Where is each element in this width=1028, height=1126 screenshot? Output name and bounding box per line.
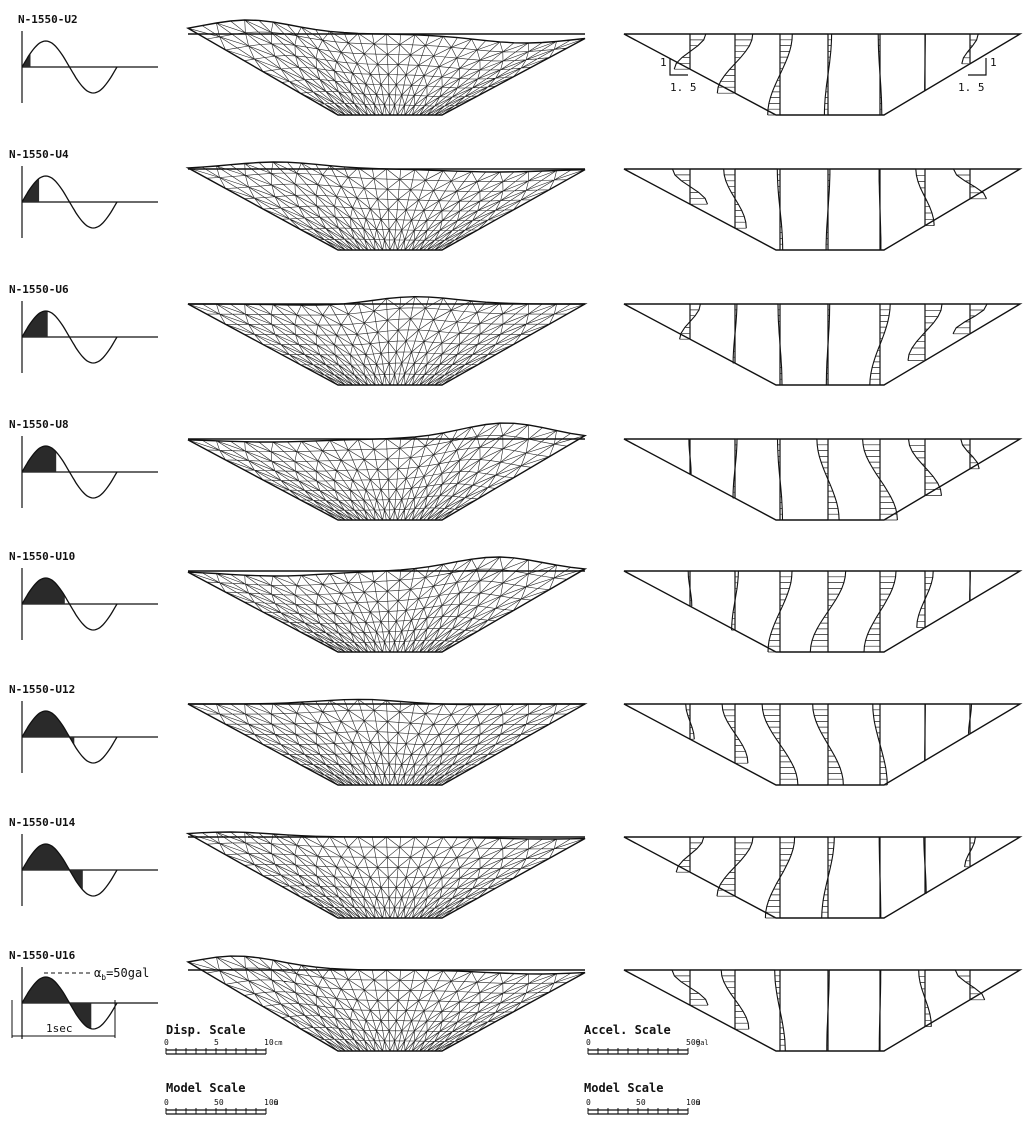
scale-tick-label: 100 bbox=[686, 1098, 701, 1107]
deformed-mesh bbox=[187, 556, 588, 653]
scale-tick-label: 10 bbox=[264, 1038, 274, 1047]
row-label: N-1550-U16 bbox=[9, 949, 76, 962]
scale-unit: m bbox=[696, 1099, 700, 1107]
row: N-1550-U4 bbox=[9, 148, 1023, 251]
acceleration-distribution bbox=[623, 303, 1023, 386]
input-wave bbox=[21, 166, 158, 238]
acceleration-distribution bbox=[623, 570, 1023, 653]
deformed-mesh bbox=[187, 422, 588, 521]
row: N-1550-U6 bbox=[9, 283, 1023, 386]
row: N-1550-U14 bbox=[9, 816, 1023, 919]
rows-layer: N-1550-U2 N-1550-U4 N-1550-U6 N-1550-U8 N-15… bbox=[9, 13, 1023, 1052]
scale-tick-label: 100 bbox=[264, 1098, 279, 1107]
scale-tick-label: 50 bbox=[636, 1098, 646, 1107]
scale-tick-label: 500 bbox=[686, 1038, 701, 1047]
deformed-mesh bbox=[187, 698, 588, 786]
scale-unit: gal bbox=[696, 1039, 709, 1047]
row-label: N-1550-U14 bbox=[9, 816, 76, 829]
deformed-mesh bbox=[186, 19, 586, 116]
row: N-1550-U8 bbox=[9, 418, 1023, 521]
scale-unit: m bbox=[274, 1099, 278, 1107]
scale-tick-label: 0 bbox=[586, 1098, 591, 1107]
duration-label: 1sec bbox=[46, 1022, 73, 1035]
row: N-1550-U12 bbox=[9, 683, 1023, 786]
deformed-mesh bbox=[187, 295, 588, 386]
input-wave bbox=[21, 967, 158, 1039]
disp-scale-title: Disp. Scale bbox=[166, 1023, 245, 1037]
scale-tick-label: 5 bbox=[214, 1038, 219, 1047]
amplitude-symbol: αb=50gal bbox=[94, 966, 149, 982]
input-wave bbox=[21, 568, 158, 640]
disp-model-scale-title: Model Scale bbox=[166, 1081, 245, 1095]
slope-indicator-right: 1 1. 5 bbox=[958, 56, 997, 94]
deformed-mesh bbox=[186, 955, 586, 1052]
slope-vertical-label-right: 1 bbox=[990, 56, 997, 69]
duration-annotation: 1sec bbox=[11, 1000, 116, 1038]
acceleration-distribution bbox=[623, 33, 1023, 116]
slope-vertical-label-left: 1 bbox=[660, 56, 667, 69]
input-wave bbox=[21, 436, 158, 508]
row-label: N-1550-U2 bbox=[18, 13, 78, 26]
row-label: N-1550-U10 bbox=[9, 550, 75, 563]
accel-scale-title: Accel. Scale bbox=[584, 1023, 671, 1037]
row: N-1550-U2 bbox=[18, 13, 1023, 116]
input-wave bbox=[21, 301, 158, 373]
scale-tick-label: 0 bbox=[164, 1038, 169, 1047]
input-wave bbox=[21, 834, 158, 906]
scale-tick-label: 0 bbox=[586, 1038, 591, 1047]
scale-tick-label: 0 bbox=[164, 1098, 169, 1107]
row: N-1550-U16 bbox=[9, 949, 1023, 1052]
row-label: N-1550-U6 bbox=[9, 283, 69, 296]
acceleration-distribution bbox=[623, 168, 1023, 251]
deformed-mesh bbox=[185, 831, 586, 919]
slope-horizontal-label-right: 1. 5 bbox=[958, 81, 985, 94]
row-label: N-1550-U12 bbox=[9, 683, 75, 696]
amplitude-annotation: αb=50gal bbox=[44, 966, 149, 982]
accel-model-scale-title: Model Scale bbox=[584, 1081, 663, 1095]
disp-scale: Disp. Scale 0 5 10 cm bbox=[164, 1023, 282, 1055]
row-label: N-1550-U4 bbox=[9, 148, 69, 161]
acceleration-distribution bbox=[623, 703, 1023, 786]
acceleration-distribution bbox=[623, 438, 1023, 521]
slope-indicator-left: 1 1. 5 bbox=[660, 56, 697, 94]
acceleration-distribution bbox=[623, 836, 1023, 919]
input-wave bbox=[21, 701, 158, 773]
input-wave bbox=[21, 31, 158, 103]
deformed-mesh bbox=[185, 161, 586, 251]
row: N-1550-U10 bbox=[9, 550, 1023, 653]
scale-unit: cm bbox=[274, 1039, 282, 1047]
acceleration-distribution bbox=[623, 969, 1023, 1052]
slope-horizontal-label-left: 1. 5 bbox=[670, 81, 697, 94]
row-label: N-1550-U8 bbox=[9, 418, 69, 431]
scale-tick-label: 50 bbox=[214, 1098, 224, 1107]
